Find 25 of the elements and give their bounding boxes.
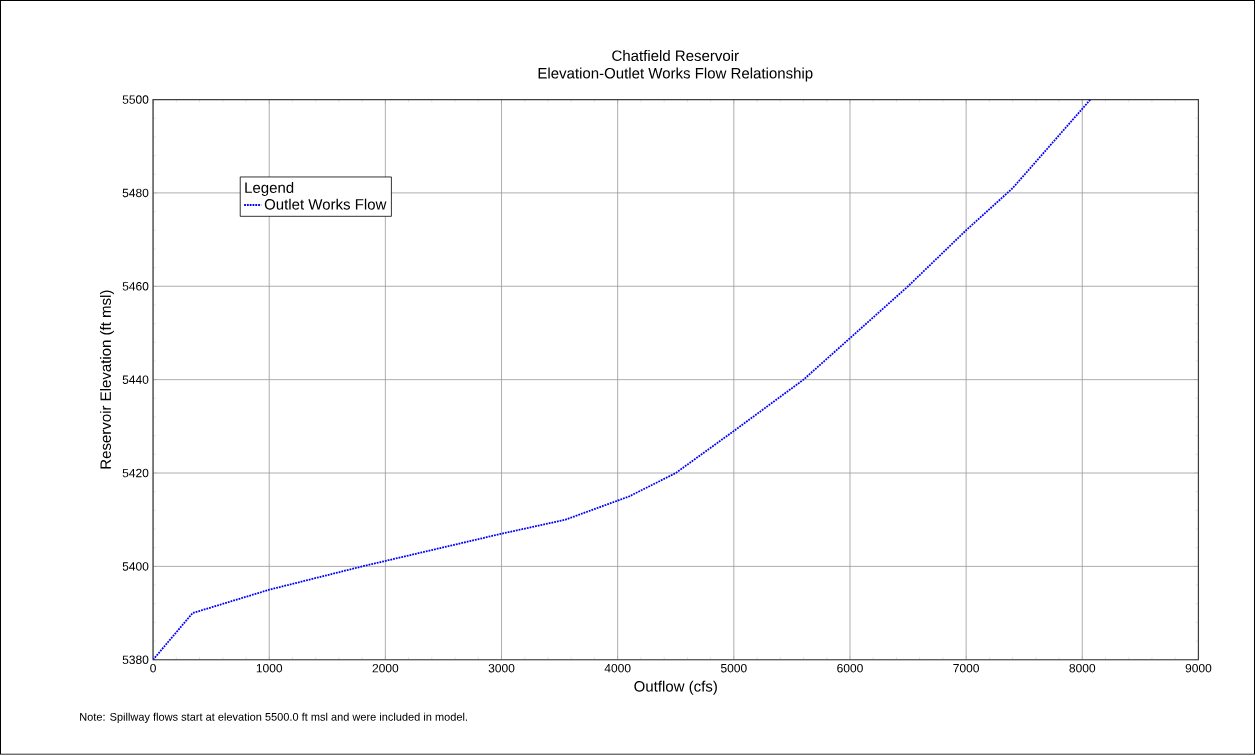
chart-title: Chatfield Reservoir: [612, 50, 739, 62]
x-tick-label: 2000: [372, 664, 399, 673]
x-tick-label: 6000: [837, 664, 863, 673]
x-axis-title: Outflow (cfs): [634, 680, 717, 695]
x-tick-label: 4000: [604, 664, 631, 673]
legend-label: Outlet Works Flow: [264, 198, 387, 210]
x-tick-label: 3000: [488, 664, 515, 673]
y-tick-label: 5400: [122, 562, 149, 571]
y-tick-label: 5500: [122, 95, 149, 104]
x-tick-label: 7000: [953, 664, 980, 673]
chart-subtitle: Elevation-Outlet Works Flow Relationship: [538, 67, 813, 82]
text: Note: Spillway flows start at elevation 5500.0 ft msl and were included in model.: [80, 712, 467, 723]
y-tick-label: 5480: [122, 188, 149, 198]
y-tick-label: 5460: [122, 282, 149, 291]
x-tick-label: 1000: [256, 664, 283, 673]
x-tick-label: 8000: [1069, 664, 1096, 673]
y-tick-label: 5440: [122, 375, 149, 384]
x-tick-label: 5000: [720, 664, 747, 673]
line-series: [153, 99, 1092, 660]
y-tick-label: 5420: [122, 468, 149, 478]
legend-title: Legend: [245, 182, 294, 197]
y-axis-title: Reservoir Elevation (ft msl): [99, 290, 114, 469]
y-tick-label: 5380: [122, 655, 149, 665]
x-tick-label: 9000: [1185, 664, 1212, 673]
x-tick-label: 0: [150, 664, 156, 673]
